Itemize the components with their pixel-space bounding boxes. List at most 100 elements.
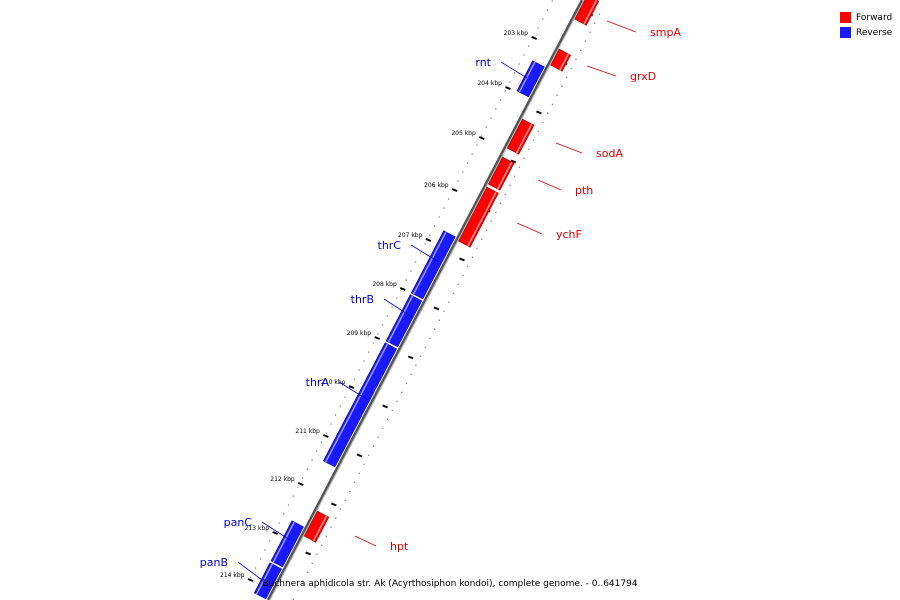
guide-dot: [297, 589, 299, 591]
guide-dot: [250, 576, 252, 578]
guide-dot: [306, 468, 308, 470]
guide-dot: [490, 220, 492, 222]
guide-dot: [462, 274, 464, 276]
label-connector: [383, 298, 413, 318]
guide-dot: [372, 445, 375, 447]
gene-sodA: [506, 118, 535, 155]
gene-pth-shade: [497, 161, 513, 190]
guide-dot: [302, 580, 304, 582]
label-connector: [555, 142, 583, 154]
guide-dot: [528, 148, 530, 150]
tick-label: 214 kbp: [220, 572, 245, 579]
guide-dot: [367, 351, 370, 353]
guide-dot: [448, 301, 450, 303]
gene-panB-shade: [255, 563, 273, 595]
guide-dot: [580, 49, 582, 51]
guide-dot: [452, 292, 455, 294]
tick-mark: [272, 531, 278, 535]
minor-tick: [305, 551, 312, 556]
guide-dot: [363, 360, 365, 362]
guide-dot: [325, 432, 327, 434]
tick-label: 208 kbp: [372, 281, 397, 288]
guide-dot: [556, 94, 558, 96]
guide-dot: [316, 450, 318, 452]
guide-dot: [311, 459, 313, 461]
guide-dot: [598, 13, 601, 15]
guide-dot: [429, 337, 431, 339]
guide-dot: [415, 364, 417, 366]
label-connector: [586, 65, 617, 77]
legend-forward: Forward: [840, 10, 892, 25]
guide-dot: [551, 0, 553, 2]
tick-mark: [399, 287, 406, 291]
guide-dot: [547, 112, 549, 114]
guide-dot: [297, 486, 299, 488]
gene-thrB-shade: [387, 295, 414, 343]
minor-tick: [356, 453, 363, 458]
gene-label-ychF: ychF: [556, 228, 582, 241]
label-connector: [261, 521, 291, 541]
gene-label-grxD: grxD: [630, 70, 656, 83]
guide-dot: [377, 333, 379, 335]
guide-dot: [339, 405, 341, 407]
label-connector: [338, 381, 369, 401]
guide-dot: [335, 414, 337, 416]
guide-dot: [523, 157, 525, 159]
tick-label: 204 kbp: [477, 80, 502, 87]
guide-dot: [438, 319, 440, 321]
guide-dot: [358, 369, 360, 371]
tick-mark: [322, 434, 329, 438]
minor-tick: [459, 257, 465, 262]
guide-dot: [589, 31, 591, 33]
guide-dot: [476, 144, 478, 146]
label-connector: [606, 20, 637, 33]
gene-grxD-shade: [559, 53, 569, 71]
guide-dot: [467, 265, 469, 267]
gene-label-hpt: hpt: [390, 540, 409, 553]
tick-label: 206 kbp: [424, 182, 449, 189]
guide-dot: [499, 99, 502, 101]
legend: Forward Reverse: [840, 10, 892, 40]
guide-dot: [306, 571, 309, 573]
tick-mark: [531, 36, 537, 40]
guide-dot: [382, 324, 384, 326]
guide-dot: [325, 535, 327, 537]
guide-dot: [561, 85, 563, 87]
guide-dot: [466, 162, 469, 164]
guide-dot: [391, 409, 393, 411]
guide-dot: [429, 234, 431, 236]
label-connector: [237, 561, 263, 581]
guide-dot: [448, 198, 450, 200]
tick-mark: [451, 188, 458, 192]
tick-label: 207 kbp: [398, 232, 423, 239]
forward-swatch: [840, 12, 851, 23]
guide-dot: [462, 171, 464, 173]
gene-ychF-shade: [467, 191, 497, 247]
gene-label-pth: pth: [575, 184, 593, 197]
genome-backbone: [266, 0, 584, 600]
gene-thrA-shade: [325, 343, 389, 463]
label-connector: [516, 222, 543, 235]
guide-dot: [292, 495, 294, 497]
guide-dot: [339, 508, 342, 510]
gene-grxD: [550, 48, 572, 72]
guide-dot: [537, 27, 539, 29]
genome-caption: Buchnera aphidicola str. Ak (Acyrthosiph…: [262, 579, 638, 589]
gene-rnt-shade: [518, 61, 536, 93]
gene-label-thrA: thrA: [306, 376, 330, 389]
guide-dot: [542, 18, 544, 20]
gene-thrA: [322, 342, 398, 468]
guide-dot: [335, 517, 337, 519]
guide-dot: [401, 391, 403, 393]
guide-dot: [358, 472, 360, 474]
gene-rnt: [516, 60, 545, 98]
guide-dot: [419, 355, 422, 357]
tick-mark: [348, 385, 355, 389]
gene-thrC-shade: [412, 231, 447, 295]
guide-dot: [320, 441, 323, 443]
guide-dot: [565, 76, 568, 78]
tick-mark: [478, 136, 485, 140]
guide-dot: [386, 418, 389, 420]
guide-dot: [405, 279, 407, 281]
